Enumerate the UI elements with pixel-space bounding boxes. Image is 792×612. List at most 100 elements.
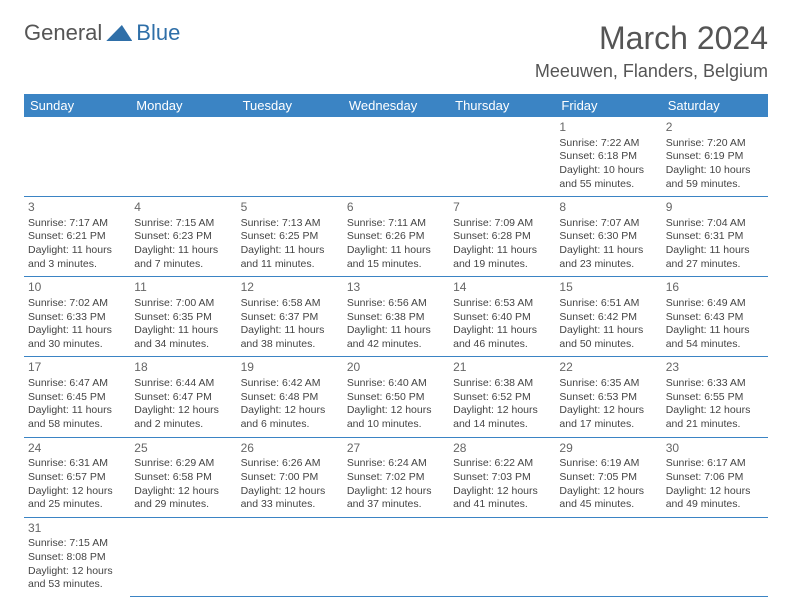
sunset-text: Sunset: 6:38 PM	[347, 311, 445, 325]
day-number: 18	[134, 360, 232, 376]
sunrise-text: Sunrise: 6:58 AM	[241, 297, 339, 311]
day-number: 26	[241, 441, 339, 457]
sunset-text: Sunset: 6:58 PM	[134, 471, 232, 485]
daylight-text: Daylight: 12 hours and 45 minutes.	[559, 485, 657, 512]
day-number: 11	[134, 280, 232, 296]
sunset-text: Sunset: 6:28 PM	[453, 230, 551, 244]
calendar-week: 24Sunrise: 6:31 AMSunset: 6:57 PMDayligh…	[24, 437, 768, 517]
daylight-text: Daylight: 12 hours and 25 minutes.	[28, 485, 126, 512]
sunset-text: Sunset: 8:08 PM	[28, 551, 126, 565]
daylight-text: Daylight: 11 hours and 38 minutes.	[241, 324, 339, 351]
day-number: 1	[559, 120, 657, 136]
calendar-day: 7Sunrise: 7:09 AMSunset: 6:28 PMDaylight…	[449, 197, 555, 277]
daylight-text: Daylight: 11 hours and 58 minutes.	[28, 404, 126, 431]
sunrise-text: Sunrise: 6:56 AM	[347, 297, 445, 311]
daylight-text: Daylight: 11 hours and 30 minutes.	[28, 324, 126, 351]
calendar-week: 1Sunrise: 7:22 AMSunset: 6:18 PMDaylight…	[24, 117, 768, 197]
day-header: Wednesday	[343, 94, 449, 117]
sunrise-text: Sunrise: 6:22 AM	[453, 457, 551, 471]
sunset-text: Sunset: 7:06 PM	[666, 471, 764, 485]
daylight-text: Daylight: 12 hours and 10 minutes.	[347, 404, 445, 431]
daylight-text: Daylight: 12 hours and 14 minutes.	[453, 404, 551, 431]
day-number: 9	[666, 200, 764, 216]
calendar-day-empty	[130, 517, 236, 597]
calendar-day: 15Sunrise: 6:51 AMSunset: 6:42 PMDayligh…	[555, 277, 661, 357]
sunrise-text: Sunrise: 6:49 AM	[666, 297, 764, 311]
sunset-text: Sunset: 6:23 PM	[134, 230, 232, 244]
calendar-day-empty	[343, 517, 449, 597]
day-number: 28	[453, 441, 551, 457]
sunset-text: Sunset: 6:52 PM	[453, 391, 551, 405]
daylight-text: Daylight: 11 hours and 34 minutes.	[134, 324, 232, 351]
calendar-day-empty	[130, 117, 236, 197]
sunrise-text: Sunrise: 6:31 AM	[28, 457, 126, 471]
day-number: 29	[559, 441, 657, 457]
day-number: 27	[347, 441, 445, 457]
day-number: 24	[28, 441, 126, 457]
sunset-text: Sunset: 6:42 PM	[559, 311, 657, 325]
day-number: 21	[453, 360, 551, 376]
calendar-day-empty	[449, 517, 555, 597]
day-number: 5	[241, 200, 339, 216]
calendar-week: 31Sunrise: 7:15 AMSunset: 8:08 PMDayligh…	[24, 517, 768, 597]
calendar-day: 22Sunrise: 6:35 AMSunset: 6:53 PMDayligh…	[555, 357, 661, 437]
calendar-day: 5Sunrise: 7:13 AMSunset: 6:25 PMDaylight…	[237, 197, 343, 277]
sunset-text: Sunset: 6:21 PM	[28, 230, 126, 244]
sunset-text: Sunset: 7:03 PM	[453, 471, 551, 485]
calendar-day: 25Sunrise: 6:29 AMSunset: 6:58 PMDayligh…	[130, 437, 236, 517]
day-number: 22	[559, 360, 657, 376]
calendar-day: 13Sunrise: 6:56 AMSunset: 6:38 PMDayligh…	[343, 277, 449, 357]
daylight-text: Daylight: 11 hours and 3 minutes.	[28, 244, 126, 271]
daylight-text: Daylight: 10 hours and 59 minutes.	[666, 164, 764, 191]
sunset-text: Sunset: 6:47 PM	[134, 391, 232, 405]
sunset-text: Sunset: 7:02 PM	[347, 471, 445, 485]
location: Meeuwen, Flanders, Belgium	[535, 61, 768, 82]
sunrise-text: Sunrise: 6:24 AM	[347, 457, 445, 471]
calendar-day: 24Sunrise: 6:31 AMSunset: 6:57 PMDayligh…	[24, 437, 130, 517]
sunrise-text: Sunrise: 6:17 AM	[666, 457, 764, 471]
daylight-text: Daylight: 12 hours and 2 minutes.	[134, 404, 232, 431]
daylight-text: Daylight: 11 hours and 7 minutes.	[134, 244, 232, 271]
daylight-text: Daylight: 11 hours and 46 minutes.	[453, 324, 551, 351]
calendar-week: 10Sunrise: 7:02 AMSunset: 6:33 PMDayligh…	[24, 277, 768, 357]
sunset-text: Sunset: 6:30 PM	[559, 230, 657, 244]
day-number: 25	[134, 441, 232, 457]
sunset-text: Sunset: 6:50 PM	[347, 391, 445, 405]
calendar-day: 8Sunrise: 7:07 AMSunset: 6:30 PMDaylight…	[555, 197, 661, 277]
daylight-text: Daylight: 12 hours and 29 minutes.	[134, 485, 232, 512]
calendar-day: 10Sunrise: 7:02 AMSunset: 6:33 PMDayligh…	[24, 277, 130, 357]
calendar-week: 3Sunrise: 7:17 AMSunset: 6:21 PMDaylight…	[24, 197, 768, 277]
day-number: 10	[28, 280, 126, 296]
daylight-text: Daylight: 11 hours and 15 minutes.	[347, 244, 445, 271]
calendar-day: 14Sunrise: 6:53 AMSunset: 6:40 PMDayligh…	[449, 277, 555, 357]
day-number: 2	[666, 120, 764, 136]
day-number: 3	[28, 200, 126, 216]
sunrise-text: Sunrise: 7:17 AM	[28, 217, 126, 231]
sunset-text: Sunset: 6:53 PM	[559, 391, 657, 405]
sunrise-text: Sunrise: 6:26 AM	[241, 457, 339, 471]
day-header: Sunday	[24, 94, 130, 117]
sunset-text: Sunset: 6:31 PM	[666, 230, 764, 244]
calendar-day: 12Sunrise: 6:58 AMSunset: 6:37 PMDayligh…	[237, 277, 343, 357]
sunset-text: Sunset: 6:25 PM	[241, 230, 339, 244]
daylight-text: Daylight: 12 hours and 6 minutes.	[241, 404, 339, 431]
sunrise-text: Sunrise: 7:04 AM	[666, 217, 764, 231]
day-number: 15	[559, 280, 657, 296]
daylight-text: Daylight: 11 hours and 19 minutes.	[453, 244, 551, 271]
month-title: March 2024	[535, 20, 768, 57]
calendar-day: 23Sunrise: 6:33 AMSunset: 6:55 PMDayligh…	[662, 357, 768, 437]
sunrise-text: Sunrise: 6:44 AM	[134, 377, 232, 391]
calendar-day: 6Sunrise: 7:11 AMSunset: 6:26 PMDaylight…	[343, 197, 449, 277]
sunset-text: Sunset: 6:43 PM	[666, 311, 764, 325]
sunrise-text: Sunrise: 7:15 AM	[28, 537, 126, 551]
sunrise-text: Sunrise: 6:38 AM	[453, 377, 551, 391]
calendar-day: 9Sunrise: 7:04 AMSunset: 6:31 PMDaylight…	[662, 197, 768, 277]
calendar-day-empty	[449, 117, 555, 197]
calendar-day: 3Sunrise: 7:17 AMSunset: 6:21 PMDaylight…	[24, 197, 130, 277]
sunset-text: Sunset: 6:55 PM	[666, 391, 764, 405]
day-header: Thursday	[449, 94, 555, 117]
day-number: 31	[28, 521, 126, 537]
day-header: Tuesday	[237, 94, 343, 117]
day-number: 17	[28, 360, 126, 376]
sunset-text: Sunset: 6:19 PM	[666, 150, 764, 164]
